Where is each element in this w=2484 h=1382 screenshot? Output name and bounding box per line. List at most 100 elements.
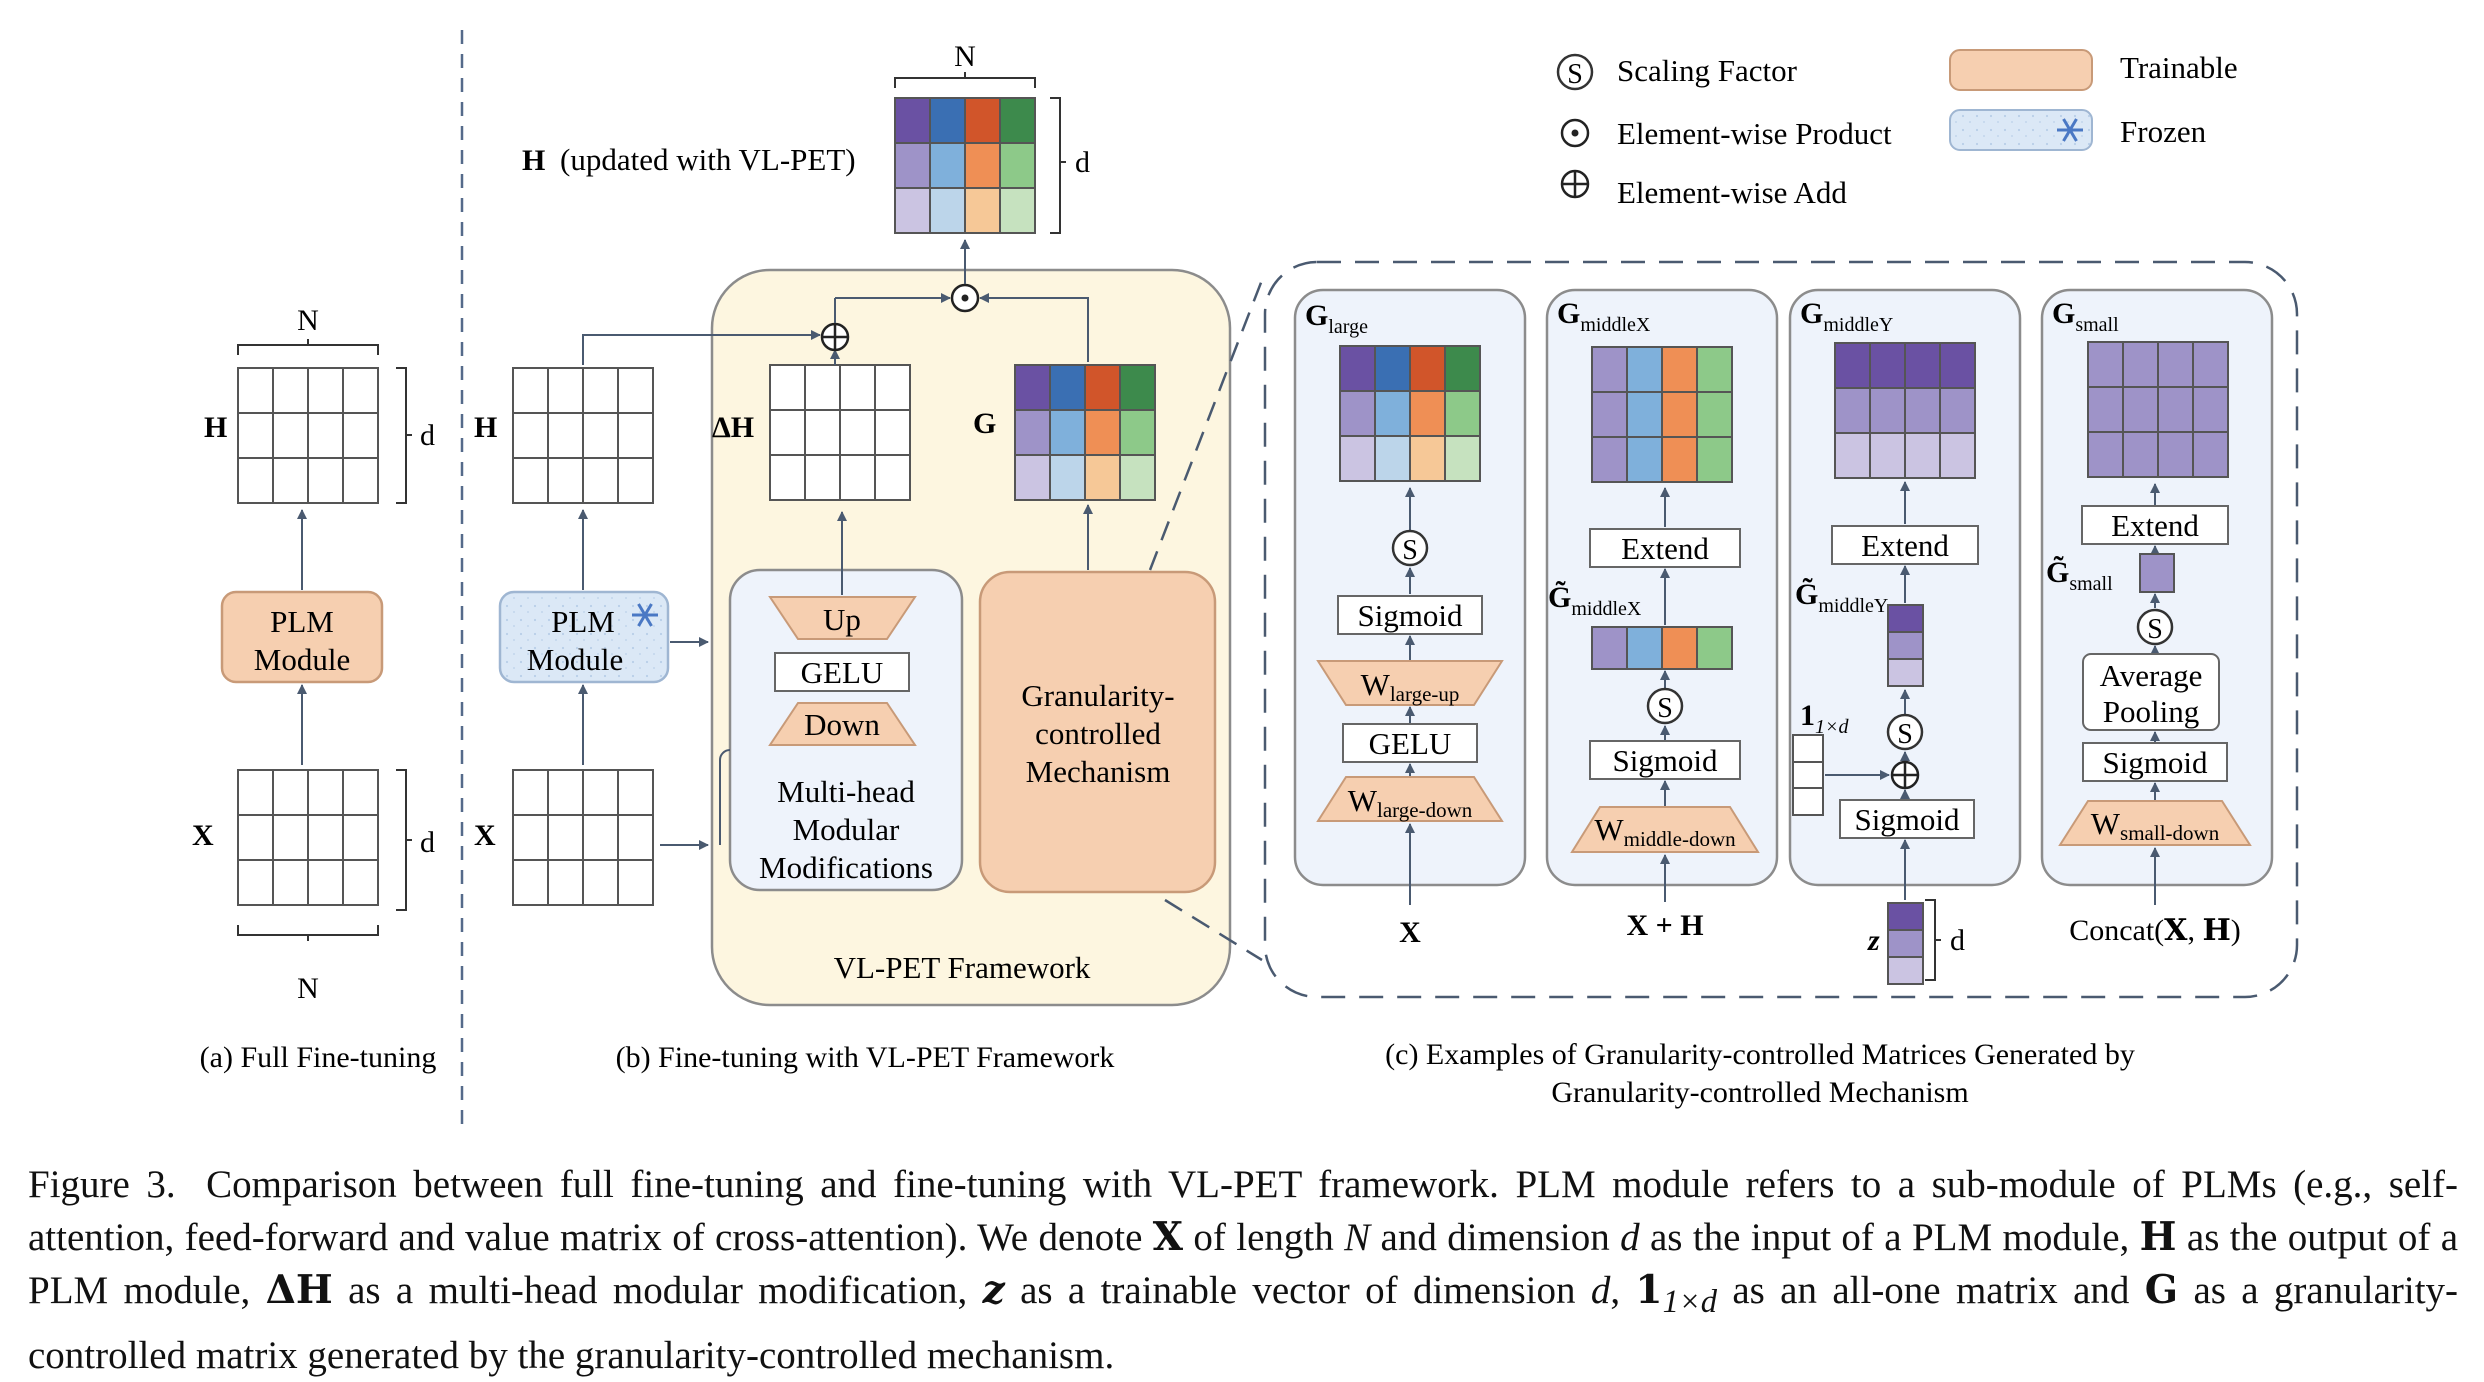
matrix-cell	[1904, 342, 1941, 389]
legend-trainable-swatch	[1949, 49, 2093, 91]
label-h-b: H	[474, 411, 497, 444]
extend-block	[1831, 525, 1979, 565]
svg-text:Module: Module	[254, 642, 350, 677]
svg-text:Glarge: Glarge	[1305, 299, 1368, 338]
label-d-h-a: d	[420, 419, 435, 452]
matrix-cell	[237, 814, 274, 861]
svg-text:Up: Up	[823, 602, 861, 637]
matrix-cell	[237, 367, 274, 414]
g-small-tilde-cell	[2139, 553, 2175, 593]
matrix-cell	[512, 367, 549, 414]
brace-n-bottom-a	[237, 925, 379, 941]
w-middle-down	[1570, 806, 1760, 853]
caption-b: (b) Fine-tuning with VL-PET Framework	[616, 1041, 1115, 1074]
svg-text:Pooling: Pooling	[2103, 694, 2199, 729]
label-n-top-a: N	[297, 304, 319, 337]
granularity-mechanism-box	[978, 570, 1217, 894]
gelu-block	[774, 652, 910, 692]
matrix-cell	[1834, 342, 1871, 389]
panel-c: Glarge S Sigmoid Wlarge-up GELU Wlarge-d…	[1263, 260, 2299, 1109]
svg-text:Sigmoid: Sigmoid	[1612, 743, 1718, 778]
label-updated-with-vlpet: (updated with VL-PET)	[560, 142, 856, 177]
caption-c-line2: Granularity-controlled Mechanism	[1551, 1076, 1968, 1109]
sigmoid-block	[1589, 740, 1741, 780]
svg-text:Extend: Extend	[1621, 531, 1709, 566]
legend-frozen-swatch	[1949, 109, 2093, 151]
matrix-cell	[272, 859, 309, 906]
matrix-cell	[2192, 341, 2229, 388]
matrix-cell	[1339, 345, 1376, 392]
svg-text:Multi-head: Multi-head	[777, 774, 915, 809]
vector-z	[1887, 902, 1924, 985]
svg-text:Wlarge-down: Wlarge-down	[1348, 783, 1473, 822]
gelu-block	[1342, 723, 1478, 763]
matrix-cell	[1696, 346, 1733, 393]
svg-text:S: S	[1402, 535, 1418, 566]
scaling-factor-icon: S	[1556, 53, 1594, 91]
matrix-cell	[512, 412, 549, 459]
matrix-cell	[237, 769, 274, 816]
matrix-cell	[1591, 391, 1628, 438]
svg-text:S: S	[2147, 614, 2163, 645]
legend-scaling-label: Scaling Factor	[1617, 53, 1798, 88]
sigmoid-block	[1839, 799, 1975, 839]
matrix-cell	[804, 454, 841, 501]
matrix-cell	[547, 814, 584, 861]
matrix-cell	[804, 364, 841, 411]
matrix-cell	[617, 367, 654, 414]
element-wise-add-node	[820, 322, 850, 352]
label-n-bottom-a: N	[297, 972, 319, 1005]
svg-text:N: N	[954, 40, 976, 73]
matrix-cell	[617, 457, 654, 504]
matrix-x-a	[237, 769, 379, 906]
matrix-cell	[237, 457, 274, 504]
matrix-cell	[2122, 341, 2159, 388]
label-concat-input: Concat(X, H)	[2069, 913, 2241, 948]
matrix-cell	[547, 859, 584, 906]
matrix-cell	[1696, 436, 1733, 483]
matrix-cell	[1887, 929, 1924, 958]
element-wise-add-icon	[1560, 169, 1590, 199]
matrix-cell	[1939, 387, 1976, 434]
matrix-cell	[894, 97, 931, 144]
matrix-cell	[2157, 341, 2194, 388]
matrix-cell	[1444, 390, 1481, 437]
svg-text:X: X	[1399, 916, 1421, 949]
matrix-cell	[307, 814, 344, 861]
matrix-cell	[1626, 346, 1663, 393]
plm-module-trainable	[220, 590, 384, 684]
matrix-cell	[582, 367, 619, 414]
matrix-x-b	[512, 769, 654, 906]
matrix-cell	[617, 814, 654, 861]
matrix-cell	[1014, 409, 1051, 456]
caption-a: (a) Full Fine-tuning	[200, 1041, 437, 1074]
svg-text:controlled: controlled	[1035, 716, 1161, 751]
matrix-cell	[582, 859, 619, 906]
legend-add-label: Element-wise Add	[1617, 175, 1847, 210]
legend-frozen-label: Frozen	[2120, 114, 2207, 149]
label-x-b: X	[474, 819, 496, 852]
brace-n-top-a	[237, 339, 379, 355]
matrix-cell	[1084, 454, 1121, 501]
svg-text:GELU: GELU	[801, 655, 884, 690]
svg-text:GELU: GELU	[1369, 726, 1452, 761]
matrix-cell	[1049, 409, 1086, 456]
svg-text:d: d	[1075, 146, 1090, 179]
label-d-x-a: d	[420, 826, 435, 859]
matrix-cell	[2192, 431, 2229, 478]
matrix-cell	[1887, 658, 1924, 687]
svg-text:GmiddleY: GmiddleY	[1800, 297, 1893, 336]
scaling-factor-icon: S	[1391, 529, 1429, 567]
matrix-cell	[1626, 391, 1663, 438]
matrix-cell	[839, 364, 876, 411]
framework-label: VL-PET Framework	[834, 950, 1091, 985]
plm-module-frozen	[498, 590, 670, 684]
svg-text:Extend: Extend	[1861, 528, 1949, 563]
matrix-cell	[512, 859, 549, 906]
zoom-line-top	[1148, 279, 1264, 571]
matrix-cell	[839, 409, 876, 456]
matrix-cell	[342, 859, 379, 906]
matrix-cell	[1444, 435, 1481, 482]
matrix-cell	[2087, 341, 2124, 388]
matrix-cell	[1869, 432, 1906, 479]
